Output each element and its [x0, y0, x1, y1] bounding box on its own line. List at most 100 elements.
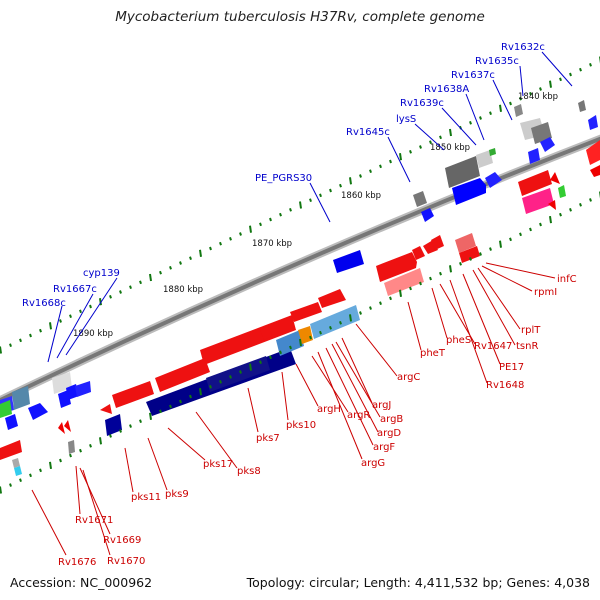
scale-label: 1880 kbp — [163, 285, 203, 295]
scale-tick — [89, 443, 92, 448]
scale-tick — [359, 174, 362, 178]
scale-tick — [19, 478, 22, 483]
gene-label: Rv1647 — [474, 341, 512, 352]
scale-tick — [49, 461, 52, 470]
scale-tick — [249, 225, 252, 233]
gene-label: rpmI — [534, 287, 557, 298]
scale-tick — [299, 201, 302, 209]
scale-tick — [139, 419, 142, 424]
scale-tick — [159, 270, 162, 275]
gene-label: pheT — [420, 348, 446, 359]
scale-tick — [59, 458, 62, 463]
scale-tick — [439, 135, 442, 140]
gene-feature — [376, 252, 417, 282]
gene-feature — [75, 381, 91, 397]
scale-tick — [169, 265, 172, 270]
scale-tick — [529, 91, 532, 96]
scale-tick — [129, 424, 132, 428]
gene-feature — [590, 165, 600, 177]
gene-feature — [155, 358, 210, 392]
scale-tick — [289, 207, 292, 212]
gene-label: pks10 — [286, 420, 316, 431]
scale-tick — [69, 314, 72, 319]
gene-label: Rv1638A — [424, 84, 469, 95]
forward-strand-features — [0, 100, 600, 430]
scale-tick — [499, 104, 502, 112]
scale-tick — [329, 325, 332, 330]
gene-label: pks7 — [256, 433, 280, 444]
scale-tick — [489, 111, 492, 116]
gene-feature — [578, 100, 586, 112]
scale-tick — [0, 486, 2, 494]
scale-tick — [179, 261, 182, 265]
gene-label: argF — [373, 442, 395, 453]
scale-tick — [279, 212, 282, 217]
scale-tick — [209, 246, 212, 251]
gene-feature — [276, 330, 304, 356]
gene-label: Rv1670 — [107, 556, 145, 567]
scale-labels: 1840 kbp 1850 kbp 1860 kbp 1870 kbp 1880… — [73, 92, 558, 339]
gene-label: argB — [380, 414, 403, 425]
gene-feature — [459, 246, 480, 263]
scale-tick — [439, 271, 442, 276]
scale-tick — [559, 77, 562, 82]
gene-feature — [298, 326, 313, 344]
gene-label: argJ — [372, 400, 391, 411]
scale-tick — [399, 153, 402, 161]
gene-feature — [0, 440, 22, 460]
gene-feature — [68, 440, 75, 454]
scale-tick — [469, 257, 472, 261]
gene-label: lysS — [396, 114, 416, 125]
gene-label: PE_PGRS30 — [255, 173, 312, 184]
scale-tick — [409, 286, 412, 291]
scale-tick — [29, 473, 32, 478]
gene-feature — [12, 458, 20, 468]
scale-tick — [149, 273, 152, 282]
scale-tick — [379, 164, 382, 169]
scale-label: 1860 kbp — [341, 191, 381, 201]
gene-label: Rv1676 — [58, 557, 96, 568]
upper-gene-labels — [47, 51, 573, 363]
scale-tick — [319, 193, 322, 198]
gene-feature — [514, 104, 523, 117]
gene-label: pks9 — [165, 489, 189, 500]
gene-label: pks8 — [237, 466, 261, 477]
scale-tick — [579, 67, 582, 72]
gene-feature — [550, 172, 560, 184]
gene-feature — [548, 200, 556, 210]
gene-feature — [522, 188, 554, 214]
gene-feature — [540, 137, 555, 152]
scale-tick — [149, 412, 152, 420]
scale-tick — [529, 227, 532, 232]
map-title: Mycobacterium tuberculosis H37Rv, comple… — [115, 9, 485, 25]
scale-tick — [259, 222, 262, 227]
scale-tick — [389, 159, 392, 164]
scale-tick — [189, 394, 192, 399]
gene-label: argG — [361, 458, 385, 469]
scale-tick — [559, 212, 562, 217]
scale-tick — [99, 437, 102, 445]
gene-feature — [290, 302, 322, 322]
scale-tick — [569, 72, 572, 77]
scale-tick — [419, 145, 422, 149]
scale-tick — [349, 314, 352, 322]
scale-label: 1870 kbp — [252, 239, 292, 249]
gene-feature — [0, 400, 12, 418]
scale-tick — [119, 290, 122, 294]
gene-feature — [200, 315, 296, 365]
gene-feature — [206, 356, 270, 392]
scale-tick — [459, 261, 462, 266]
scale-tick — [589, 198, 592, 202]
scale-tick — [359, 311, 362, 315]
scale-tick — [69, 453, 72, 458]
scale-tick — [539, 87, 542, 91]
gene-feature — [431, 235, 444, 250]
gene-label: cyp139 — [83, 268, 120, 279]
gene-label: infC — [557, 274, 577, 285]
scale-tick — [409, 149, 412, 154]
gene-label: argC — [397, 372, 420, 383]
scale-tick — [79, 309, 82, 314]
scale-tick — [49, 322, 52, 330]
scale-tick — [79, 448, 82, 453]
gene-feature — [445, 156, 480, 188]
